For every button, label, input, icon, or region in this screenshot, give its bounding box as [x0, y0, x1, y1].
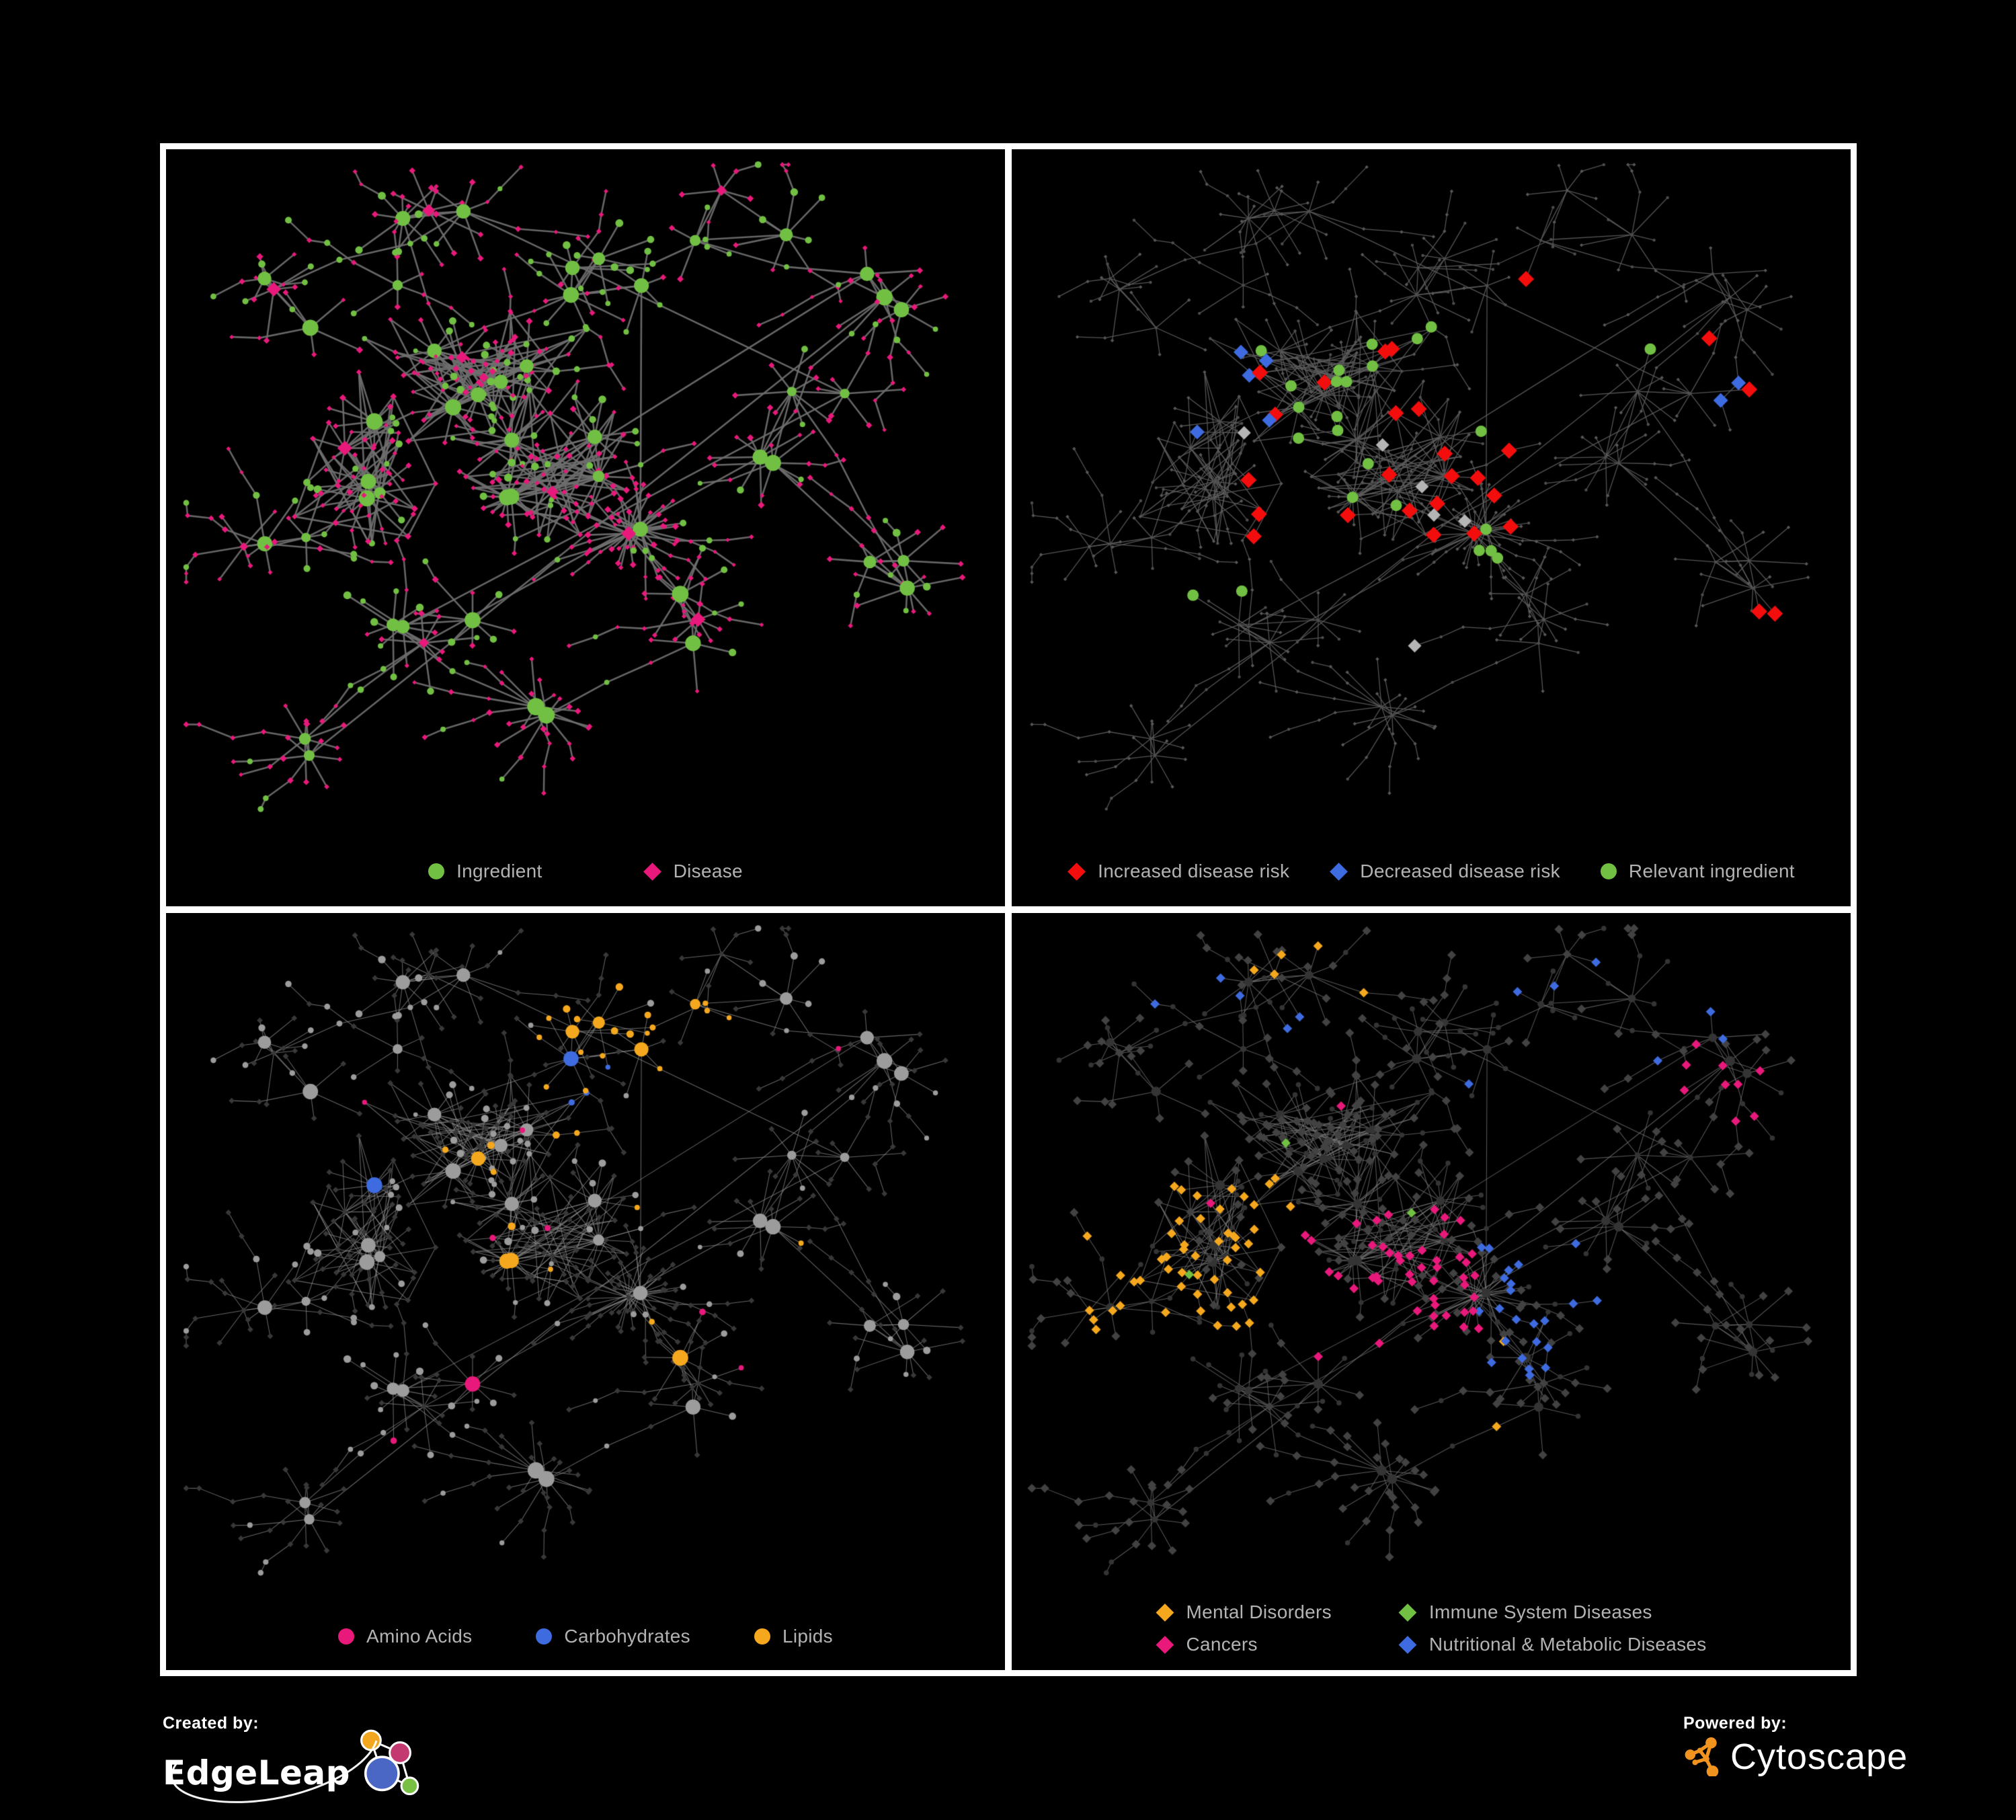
network-canvas-disease-risk [1012, 149, 1851, 906]
increased-risk-legend-marker [1067, 862, 1086, 881]
powered-by-label: Powered by: [1683, 1714, 1787, 1733]
mental-disorders-legend-marker [1156, 1603, 1174, 1622]
edgeleap-logo [360, 1729, 419, 1796]
legend-item-amino-acids: Amino Acids [338, 1626, 472, 1647]
carbohydrates-legend-marker [536, 1628, 553, 1645]
network-canvas-ingredient-disease [166, 149, 1005, 906]
legend-item-relevant-ingredient: Relevant ingredient [1600, 861, 1795, 882]
legend-item-mental-disorders: Mental Disorders [1156, 1601, 1332, 1623]
figure-grid: Ingredient Disease Increased disease ris… [160, 143, 1857, 1676]
legend-label: Immune System Diseases [1428, 1601, 1652, 1622]
legend-label: Decreased disease risk [1360, 861, 1560, 881]
legend-item-lipids: Lipids [754, 1626, 833, 1647]
amino-acids-legend-marker [338, 1628, 355, 1645]
relevant-ingredient-legend-marker [1600, 863, 1617, 879]
panel-disease-risk: Increased disease risk Decreased disease… [1008, 146, 1854, 910]
legend-item-increased-risk: Increased disease risk [1067, 861, 1289, 882]
legend-label: Carbohydrates [564, 1626, 690, 1647]
legend-item-immune-system-diseases: Immune System Diseases [1398, 1601, 1707, 1623]
legend-label: Amino Acids [366, 1626, 473, 1647]
created-by-label: Created by: [163, 1714, 259, 1733]
immune-system-diseases-legend-marker [1398, 1603, 1417, 1622]
legend-label: Nutritional & Metabolic Diseases [1428, 1634, 1707, 1655]
cytoscape-branding: Powered by: Cytoscape [1683, 1714, 1908, 1778]
edgeleap-branding: Created by: EdgeLeap [163, 1714, 426, 1813]
cytoscape-logo [1685, 1737, 1719, 1776]
legend-label: Relevant ingredient [1628, 861, 1795, 881]
disease-legend-marker [643, 862, 661, 881]
panel-ingredient-disease: Ingredient Disease [163, 146, 1008, 910]
panel-ingredient-classes: Amino Acids Carbohydrates Lipids [163, 910, 1008, 1673]
cancers-legend-marker [1156, 1635, 1174, 1654]
edgeleap-wordmark: EdgeLeap [163, 1753, 350, 1792]
network-canvas-ingredient-classes [166, 913, 1005, 1670]
legend-item-ingredient: Ingredient [428, 861, 542, 882]
ingredient-legend-marker [428, 863, 445, 879]
cytoscape-wordmark: Cytoscape [1730, 1737, 1908, 1777]
legend-item-cancers: Cancers [1156, 1634, 1331, 1655]
legend-label: Increased disease risk [1098, 861, 1290, 881]
legend-item-decreased-risk: Decreased disease risk [1330, 861, 1560, 882]
panel-disease-categories: Mental Disorders Immune System Diseases … [1008, 910, 1854, 1673]
network-canvas-disease-categories [1012, 913, 1851, 1670]
legend-label: Mental Disorders [1186, 1601, 1332, 1622]
legend-label: Disease [673, 861, 743, 881]
legend-label: Cancers [1186, 1634, 1258, 1655]
legend-item-carbohydrates: Carbohydrates [536, 1626, 690, 1647]
legend-item-disease: Disease [643, 861, 743, 882]
legend-ingredient-disease: Ingredient Disease [166, 861, 1005, 882]
lipids-legend-marker [754, 1628, 770, 1645]
legend-disease-risk: Increased disease risk Decreased disease… [1012, 861, 1851, 882]
legend-item-nutritional-metabolic-diseases: Nutritional & Metabolic Diseases [1398, 1634, 1707, 1655]
nutritional-metabolic-diseases-legend-marker [1398, 1635, 1417, 1654]
legend-label: Ingredient [456, 861, 542, 881]
decreased-risk-legend-marker [1330, 862, 1348, 881]
legend-ingredient-classes: Amino Acids Carbohydrates Lipids [166, 1626, 1005, 1647]
legend-label: Lipids [782, 1626, 833, 1647]
legend-disease-categories: Mental Disorders Immune System Diseases … [1156, 1601, 1706, 1655]
